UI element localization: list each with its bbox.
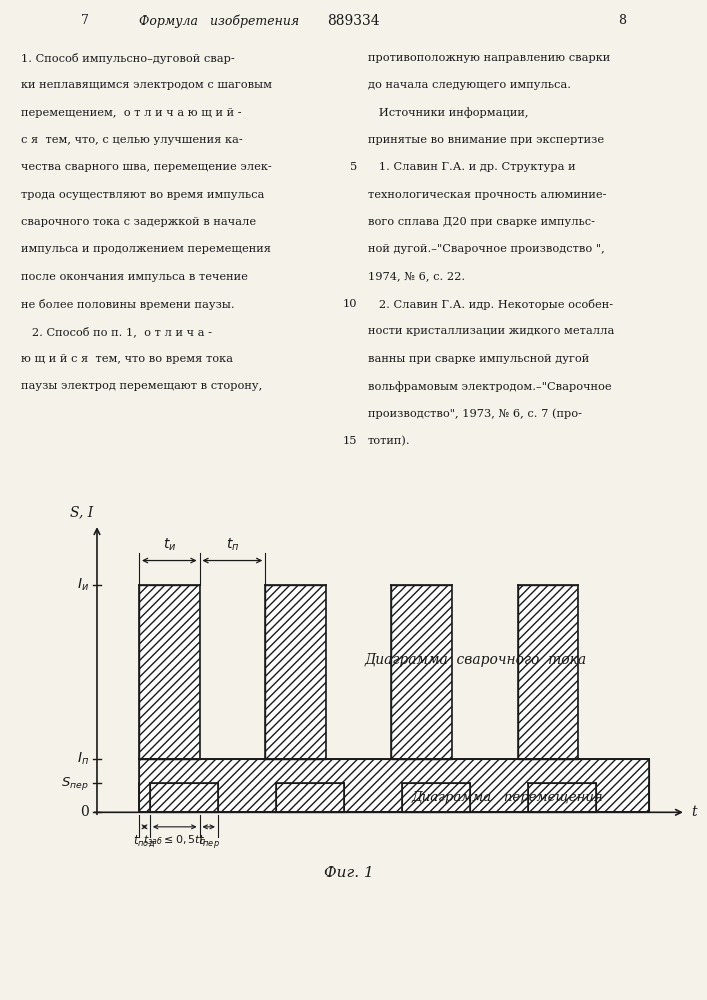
Text: 2. Способ по п. 1,  о т л и ч а -: 2. Способ по п. 1, о т л и ч а -: [21, 326, 212, 337]
Text: ю щ и й с я  тем, что во время тока: ю щ и й с я тем, что во время тока: [21, 354, 233, 364]
Bar: [150, 783, 218, 812]
Text: S, I: S, I: [69, 505, 93, 519]
Text: 15: 15: [342, 436, 357, 446]
Text: тотип).: тотип).: [368, 436, 410, 446]
Bar: [578, 585, 649, 759]
Text: вого сплава Д20 при сварке импульс-: вого сплава Д20 при сварке импульс-: [368, 217, 595, 227]
Text: ной дугой.–"Сварочное производство ",: ной дугой.–"Сварочное производство ",: [368, 244, 604, 254]
Text: сварочного тока с задержкой в начале: сварочного тока с задержкой в начале: [21, 217, 257, 227]
Bar: [326, 585, 392, 759]
Text: $t_{заб}$$\leq$$0,5t_{п}$: $t_{заб}$$\leq$$0,5t_{п}$: [144, 833, 206, 847]
Text: ки неплавящимся электродом с шаговым: ки неплавящимся электродом с шаговым: [21, 80, 272, 90]
Text: $I_{п}$: $I_{п}$: [77, 751, 89, 767]
Text: t: t: [691, 805, 696, 819]
Bar: [528, 783, 597, 812]
Bar: [199, 585, 265, 759]
Text: Источники информации,: Источники информации,: [368, 108, 528, 118]
Bar: [276, 783, 344, 812]
Text: $t_{п}$: $t_{п}$: [226, 537, 239, 553]
Bar: [518, 585, 578, 759]
Text: импульса и продолжением перемещения: импульса и продолжением перемещения: [21, 244, 271, 254]
Text: 1. Славин Г.А. и др. Структура и: 1. Славин Г.А. и др. Структура и: [368, 162, 575, 172]
Text: не более половины времени паузы.: не более половины времени паузы.: [21, 299, 235, 310]
Text: 7: 7: [81, 14, 89, 27]
Text: 0: 0: [81, 805, 89, 819]
Text: $I_{и}$: $I_{и}$: [77, 577, 89, 593]
Text: $t_{пep}$: $t_{пep}$: [198, 833, 220, 850]
Text: ности кристаллизации жидкого металла: ности кристаллизации жидкого металла: [368, 326, 614, 336]
Text: 8: 8: [618, 14, 626, 27]
Text: противоположную направлению сварки: противоположную направлению сварки: [368, 53, 610, 63]
Text: после окончания импульса в течение: после окончания импульса в течение: [21, 272, 248, 282]
Text: 1974, № 6, с. 22.: 1974, № 6, с. 22.: [368, 272, 464, 282]
Bar: [139, 585, 199, 759]
Bar: [139, 759, 649, 812]
Text: 5: 5: [350, 162, 357, 172]
Bar: [392, 585, 452, 759]
Text: Фиг. 1: Фиг. 1: [325, 866, 374, 880]
Bar: [265, 585, 326, 759]
Text: Диаграмма  сварочного  тока: Диаграмма сварочного тока: [364, 653, 587, 667]
Text: ванны при сварке импульсной дугой: ванны при сварке импульсной дугой: [368, 354, 589, 364]
Text: производство", 1973, № 6, с. 7 (про-: производство", 1973, № 6, с. 7 (про-: [368, 408, 582, 419]
Text: принятые во внимание при экспертизе: принятые во внимание при экспертизе: [368, 135, 604, 145]
Text: 1. Способ импульсно–дуговой свар-: 1. Способ импульсно–дуговой свар-: [21, 53, 235, 64]
Bar: [452, 585, 518, 759]
Text: Диаграмма   перемещения: Диаграмма перемещения: [411, 791, 603, 804]
Text: с я  тем, что, с целью улучшения ка-: с я тем, что, с целью улучшения ка-: [21, 135, 243, 145]
Text: перемещением,  о т л и ч а ю щ и й -: перемещением, о т л и ч а ю щ и й -: [21, 108, 242, 118]
Text: 10: 10: [342, 299, 357, 309]
Text: паузы электрод перемещают в сторону,: паузы электрод перемещают в сторону,: [21, 381, 262, 391]
Text: технологическая прочность алюминие-: технологическая прочность алюминие-: [368, 190, 606, 200]
Text: $t_{и}$: $t_{и}$: [163, 537, 176, 553]
Text: $t_{пoд}$: $t_{пoд}$: [134, 833, 156, 849]
Text: Формула   изобретения: Формула изобретения: [139, 14, 299, 28]
Bar: [402, 783, 470, 812]
Text: 2. Славин Г.А. идр. Некоторые особен-: 2. Славин Г.А. идр. Некоторые особен-: [368, 299, 613, 310]
Text: до начала следующего импульса.: до начала следующего импульса.: [368, 80, 571, 90]
Text: $S_{пep}$: $S_{пep}$: [62, 775, 89, 792]
Text: вольфрамовым электродом.–"Сварочное: вольфрамовым электродом.–"Сварочное: [368, 381, 612, 392]
Text: трода осуществляют во время импульса: трода осуществляют во время импульса: [21, 190, 264, 200]
Text: чества сварного шва, перемещение элек-: чества сварного шва, перемещение элек-: [21, 162, 272, 172]
Text: 889334: 889334: [327, 14, 380, 28]
